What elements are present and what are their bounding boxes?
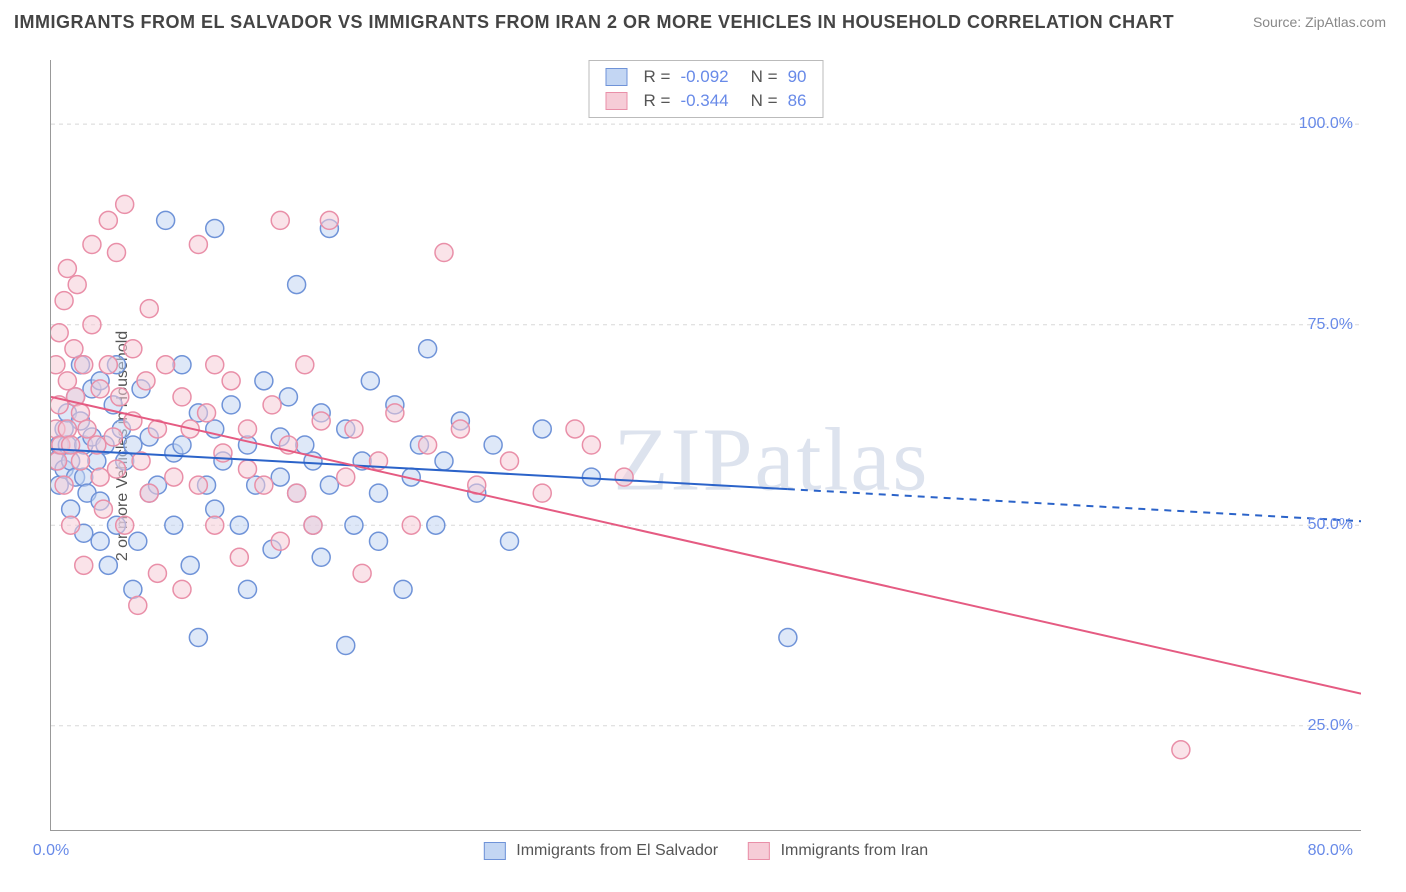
legend-item-el-salvador: Immigrants from El Salvador bbox=[484, 842, 718, 860]
stats-swatch-el-salvador bbox=[606, 68, 628, 86]
legend-label-el-salvador: Immigrants from El Salvador bbox=[516, 842, 718, 859]
legend-swatch-el-salvador bbox=[484, 842, 506, 860]
plot-area: ZIPatlas 25.0%50.0%75.0%100.0% 0.0% 80.0… bbox=[50, 60, 1361, 831]
y-tick-label: 100.0% bbox=[1299, 115, 1353, 133]
legend-label-iran: Immigrants from Iran bbox=[781, 842, 929, 859]
stats-r-value-el-salvador: -0.092 bbox=[680, 67, 728, 87]
legend-item-iran: Immigrants from Iran bbox=[748, 842, 928, 860]
y-tick-label: 25.0% bbox=[1308, 717, 1353, 735]
y-tick-label: 75.0% bbox=[1308, 316, 1353, 334]
chart-title: IMMIGRANTS FROM EL SALVADOR VS IMMIGRANT… bbox=[14, 12, 1174, 33]
stats-n-value-el-salvador: 90 bbox=[788, 67, 807, 87]
stats-r-label: R = bbox=[644, 67, 671, 87]
source-label: Source: ZipAtlas.com bbox=[1253, 14, 1386, 30]
bottom-legend: Immigrants from El Salvador Immigrants f… bbox=[484, 842, 928, 860]
stats-n-value-iran: 86 bbox=[788, 91, 807, 111]
x-min-label: 0.0% bbox=[33, 842, 69, 860]
stats-row-el-salvador: R = -0.092 N = 90 bbox=[606, 65, 807, 89]
stats-swatch-iran bbox=[606, 92, 628, 110]
legend-swatch-iran bbox=[748, 842, 770, 860]
stats-n-label: N = bbox=[751, 67, 778, 87]
regression-layer bbox=[51, 60, 1361, 830]
stats-r-value-iran: -0.344 bbox=[680, 91, 728, 111]
stats-row-iran: R = -0.344 N = 86 bbox=[606, 89, 807, 113]
stats-n-label: N = bbox=[751, 91, 778, 111]
stats-box: R = -0.092 N = 90 R = -0.344 N = 86 bbox=[589, 60, 824, 118]
stats-r-label: R = bbox=[644, 91, 671, 111]
x-max-label: 80.0% bbox=[1308, 842, 1353, 860]
y-tick-label: 50.0% bbox=[1308, 516, 1353, 534]
